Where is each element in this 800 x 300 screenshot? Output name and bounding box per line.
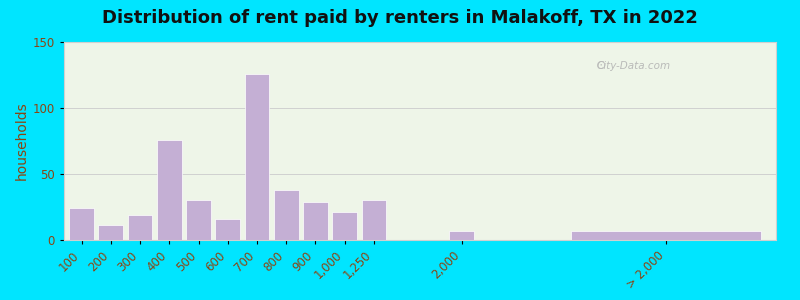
Bar bbox=[450, 231, 474, 240]
Bar bbox=[571, 231, 762, 240]
Bar bbox=[69, 208, 94, 240]
Bar bbox=[362, 200, 386, 240]
Bar bbox=[245, 74, 270, 240]
Text: Distribution of rent paid by renters in Malakoff, TX in 2022: Distribution of rent paid by renters in … bbox=[102, 9, 698, 27]
Text: ⊙: ⊙ bbox=[596, 59, 607, 72]
Bar bbox=[215, 219, 240, 240]
Y-axis label: households: households bbox=[14, 102, 29, 180]
Bar bbox=[157, 140, 182, 240]
Bar bbox=[98, 226, 123, 240]
Bar bbox=[332, 212, 357, 240]
Bar bbox=[303, 202, 328, 240]
Bar bbox=[274, 190, 298, 240]
Text: City-Data.com: City-Data.com bbox=[597, 61, 670, 71]
Bar bbox=[186, 200, 211, 240]
Bar bbox=[127, 215, 153, 240]
